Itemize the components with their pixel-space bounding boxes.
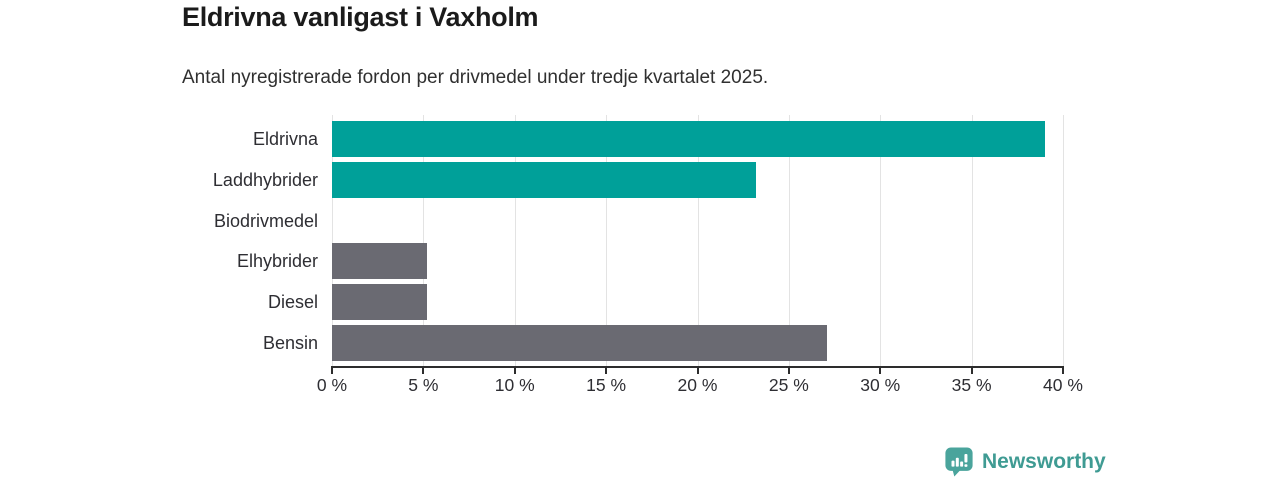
bar-eldrivna: [332, 121, 1045, 157]
gridline: [788, 115, 790, 367]
gridline: [423, 115, 425, 367]
y-axis-label-bensin: Bensin: [262, 333, 318, 353]
chart-subtitle: Antal nyregistrerade fordon per drivmede…: [182, 67, 769, 88]
gridline: [971, 115, 973, 367]
gridline: [514, 115, 516, 367]
gridline: [1063, 115, 1064, 367]
y-axis-label-eldrivna: Eldrivna: [252, 129, 318, 149]
x-axis-tick-label: 30 %: [860, 375, 901, 395]
x-axis-tick-label: 5 %: [408, 375, 439, 395]
bar-diesel: [332, 284, 428, 321]
x-axis-tick: [696, 368, 699, 374]
newsworthy-logo-text: Newsworthy: [982, 449, 1106, 473]
bar-bensin: [332, 325, 828, 361]
gridline: [880, 115, 882, 367]
x-axis-tick: [422, 368, 425, 374]
plot-area: [332, 115, 1064, 367]
x-axis-tick: [1062, 368, 1064, 374]
x-axis-tick-label: 25 %: [768, 375, 809, 395]
x-axis-tick: [970, 368, 973, 374]
x-axis-tick: [879, 368, 882, 374]
y-axis-labels: Eldrivna Laddhybrider Biodrivmedel Elhybrid…: [0, 115, 318, 367]
chart-title: Eldrivna vanligast i Vaxholm: [182, 2, 539, 32]
x-axis-tick-label: 15 %: [586, 375, 627, 395]
y-axis-label-biodrivmedel: Biodrivmedel: [213, 210, 318, 231]
gridline: [606, 115, 608, 367]
y-axis-label-laddhybrider: Laddhybrider: [212, 169, 318, 190]
gridline: [332, 115, 333, 367]
newsworthy-logo: Newsworthy: [944, 446, 1106, 477]
y-axis-label-diesel: Diesel: [267, 292, 318, 313]
bar-laddhybrider: [332, 161, 756, 198]
y-axis-label-elhybrider: Elhybrider: [236, 251, 318, 272]
x-axis-tick-label: 40 %: [1043, 375, 1083, 395]
x-axis-tick-label: 35 %: [951, 375, 992, 395]
x-axis-tick: [787, 368, 790, 374]
x-axis-tick-label: 20 %: [677, 375, 718, 395]
x-axis-tick: [331, 368, 333, 374]
bar-elhybrider: [332, 243, 428, 280]
x-axis-tick-label: 10 %: [494, 375, 535, 395]
x-axis-tick: [513, 368, 516, 374]
gridline: [697, 115, 699, 367]
x-axis-tick: [605, 368, 608, 374]
x-axis-tick-label: 0 %: [316, 375, 348, 395]
bar-chart-speech-bubble-icon: [945, 447, 973, 477]
x-axis-line: [331, 366, 1064, 368]
